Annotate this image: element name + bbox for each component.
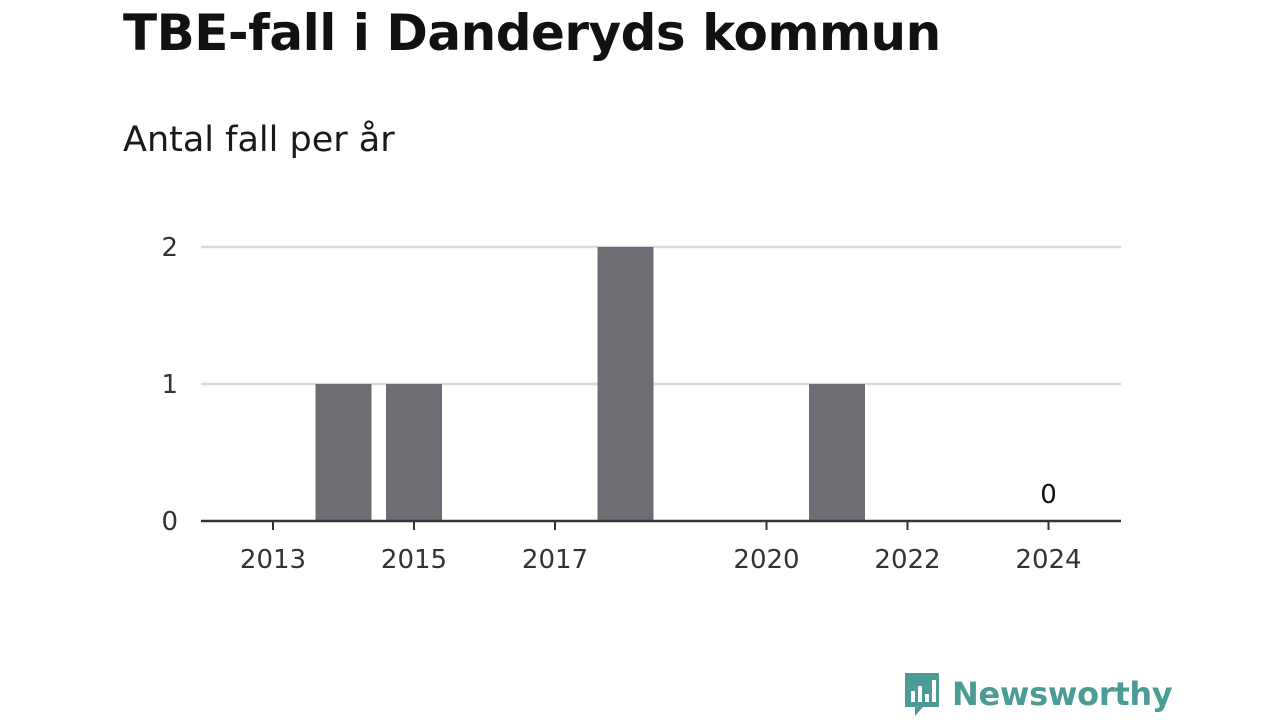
y-tick-label-2: 2 <box>161 233 178 263</box>
chart-subtitle: Antal fall per år <box>123 120 395 160</box>
x-tick-label-2024: 2024 <box>1015 545 1081 575</box>
data-labels: 0 <box>1040 480 1057 510</box>
bar-2014 <box>315 384 372 521</box>
x-axis: 2013 2015 2017 2020 2022 2024 <box>201 519 1121 575</box>
x-tick-label-2013: 2013 <box>240 545 306 575</box>
bar-2015 <box>386 384 442 521</box>
bar-2021 <box>809 384 865 521</box>
chart-title: TBE-fall i Danderyds kommun <box>123 4 941 62</box>
x-tick-label-2017: 2017 <box>522 545 588 575</box>
x-tick-label-2022: 2022 <box>874 545 940 575</box>
bar-2018 <box>597 247 654 521</box>
y-tick-label-1: 1 <box>161 370 178 400</box>
y-tick-label-0: 0 <box>161 507 178 537</box>
brand-name: Newsworthy <box>952 675 1173 713</box>
x-tick-label-2015: 2015 <box>381 545 447 575</box>
data-label-2024: 0 <box>1040 480 1057 510</box>
x-tick-label-2020: 2020 <box>733 545 799 575</box>
gridlines <box>201 245 1121 386</box>
brand-logo: Newsworthy <box>902 670 1173 718</box>
y-axis-ticks: 0 1 2 <box>161 233 178 537</box>
bar-chart-speech-bubble-icon <box>905 673 939 716</box>
bars <box>315 247 865 521</box>
